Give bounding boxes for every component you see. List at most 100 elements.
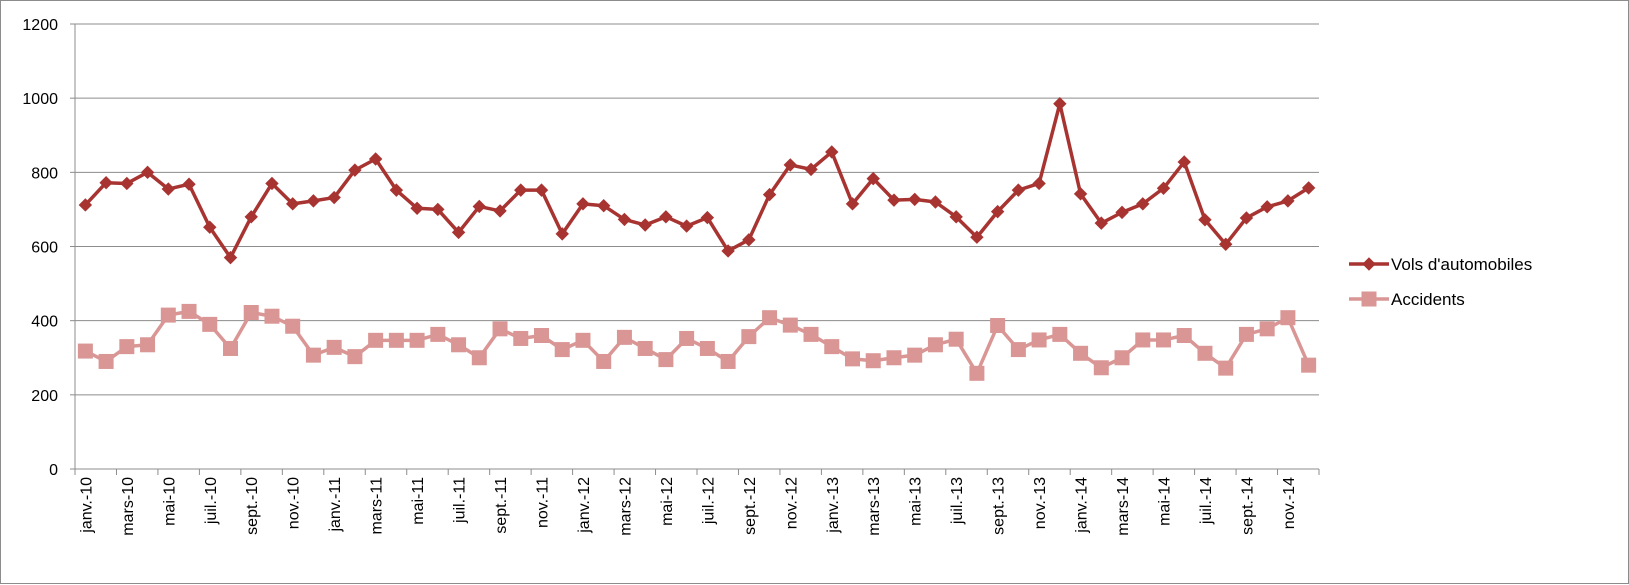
data-point	[327, 190, 341, 205]
x-tick-label: juil.-10	[203, 477, 220, 525]
data-point	[782, 317, 798, 333]
data-point	[140, 165, 155, 180]
data-point	[1115, 205, 1129, 220]
data-point	[368, 152, 383, 166]
data-point	[264, 308, 280, 324]
legend-label: Vols d'automobiles	[1391, 255, 1532, 274]
data-point	[1032, 176, 1046, 191]
x-tick-label: mai-12	[659, 477, 676, 526]
data-point	[1218, 237, 1233, 251]
data-point	[575, 332, 591, 348]
legend-marker	[1362, 257, 1376, 271]
x-tick-label: mars-13	[866, 477, 883, 536]
y-tick-label: 1000	[22, 91, 58, 108]
data-point	[845, 351, 860, 367]
x-tick-label: mai-10	[161, 477, 178, 526]
x-tick-label: sept.-12	[742, 477, 759, 535]
data-point	[492, 321, 508, 337]
data-point	[720, 353, 736, 369]
data-point	[1094, 216, 1109, 230]
data-point	[1177, 155, 1191, 169]
data-point	[845, 197, 860, 211]
data-point	[244, 210, 258, 224]
data-point	[77, 343, 93, 359]
x-tick-label: sept.-13	[991, 477, 1008, 535]
data-point	[78, 198, 93, 212]
data-point	[866, 171, 880, 186]
data-point	[825, 145, 839, 159]
data-point	[514, 183, 528, 197]
data-point	[223, 340, 238, 356]
x-tick-label: sept.-10	[244, 477, 261, 535]
data-point	[534, 183, 549, 197]
data-point	[617, 212, 632, 227]
data-point	[1010, 342, 1026, 358]
data-point	[305, 347, 321, 363]
data-point	[762, 187, 777, 202]
x-tick-label: janv.-12	[576, 477, 593, 534]
series-square	[77, 303, 1317, 381]
data-point	[886, 350, 902, 366]
data-point	[1052, 326, 1068, 342]
data-point	[804, 162, 818, 177]
data-point	[679, 219, 694, 233]
data-point	[555, 227, 569, 241]
data-point	[721, 244, 735, 258]
data-point	[98, 353, 114, 369]
legend: Vols d'automobiles Accidents	[1349, 255, 1532, 309]
data-point	[969, 365, 985, 381]
data-point	[742, 233, 756, 247]
data-point	[990, 317, 1006, 333]
data-point	[1301, 181, 1316, 195]
x-tick-label: janv.-14	[1074, 477, 1091, 534]
x-tick-label: janv.-10	[78, 477, 95, 534]
data-point	[161, 182, 176, 196]
data-point	[120, 176, 134, 191]
data-point	[119, 339, 135, 355]
data-point	[700, 210, 715, 225]
data-point	[1156, 332, 1171, 348]
data-point	[348, 163, 362, 177]
data-point	[347, 349, 363, 365]
data-point	[887, 193, 901, 207]
data-point	[1073, 187, 1088, 201]
data-point	[824, 339, 840, 355]
data-point	[1238, 326, 1254, 342]
data-point	[927, 337, 943, 353]
data-point	[202, 316, 218, 332]
data-point	[1281, 194, 1295, 208]
data-point	[637, 340, 653, 356]
data-point	[140, 337, 156, 353]
data-point	[658, 352, 674, 368]
y-axis: 0 200 400 600 800 1000 1200	[22, 17, 76, 479]
x-tick-label: mai-11	[410, 477, 427, 525]
data-point	[471, 350, 487, 366]
x-tick-label: janv.-13	[825, 477, 842, 534]
x-tick-label: mars-11	[369, 477, 386, 535]
data-point	[865, 353, 881, 369]
data-point	[451, 337, 467, 353]
data-point	[265, 176, 279, 191]
series-diamond	[78, 97, 1316, 265]
x-axis: janv.-10 mars-10 mai-10 juil.-10 sept.-10 nov…	[74, 468, 1320, 536]
data-point	[513, 330, 529, 346]
data-point	[1176, 328, 1192, 343]
data-point	[430, 326, 446, 342]
data-point	[1218, 360, 1234, 376]
data-point	[472, 199, 487, 214]
x-tick-label: nov.-12	[783, 477, 800, 529]
x-tick-label: nov.-14	[1281, 477, 1298, 529]
x-tick-label: juil.-14	[1198, 477, 1215, 525]
y-tick-label: 200	[31, 388, 58, 405]
legend-marker	[1361, 291, 1377, 307]
legend-item: Vols d'automobiles	[1349, 255, 1532, 274]
data-point	[1280, 310, 1296, 326]
data-point	[949, 210, 963, 224]
data-point	[1198, 213, 1212, 227]
data-point	[534, 328, 549, 343]
x-tick-label: juil.-11	[452, 477, 469, 524]
series-layer	[77, 97, 1317, 381]
data-point	[203, 220, 217, 234]
data-point	[306, 194, 321, 208]
